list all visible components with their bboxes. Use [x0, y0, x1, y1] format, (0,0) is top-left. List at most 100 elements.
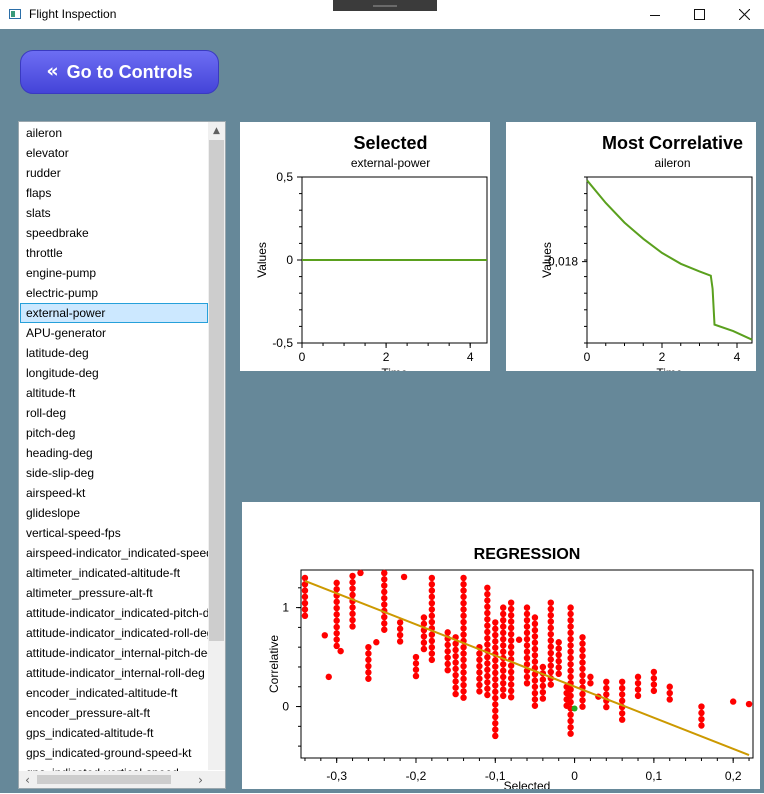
x-tick-label: 2: [659, 350, 666, 364]
main-content: « Go to Controls aileron elevator rudder fl…: [0, 29, 764, 793]
go-to-controls-label: Go to Controls: [66, 61, 193, 82]
list-item[interactable]: pitch-deg: [26, 426, 76, 440]
y-tick-label: 1: [282, 601, 289, 615]
list-item[interactable]: attitude-indicator_indicated-pitch-deg: [26, 606, 208, 620]
list-item[interactable]: airspeed-kt: [26, 486, 86, 500]
x-tick-label: 2: [383, 350, 390, 364]
data-point: [337, 647, 344, 655]
x-axis-label: Time: [656, 366, 683, 371]
list-item[interactable]: rudder: [26, 166, 61, 180]
scroll-left-icon[interactable]: ‹: [25, 772, 30, 787]
data-point: [373, 639, 380, 646]
selected-chart-panel: Selected external-power 0 2 4 0,5 0 -0,5 Time Val…: [240, 122, 490, 380]
list-item[interactable]: vertical-speed-fps: [26, 526, 121, 540]
data-point: [325, 673, 332, 681]
x-tick-label: -0,3: [326, 769, 347, 783]
data-point: [321, 632, 328, 639]
y-axis-label: Values: [540, 242, 554, 278]
variable-list-items: aileron elevator rudder flaps slats speedbrak…: [20, 123, 208, 783]
list-item[interactable]: side-slip-deg: [26, 466, 95, 480]
correlative-chart: Most Correlative aileron 0 2 4 -0,018 Time Valu…: [540, 133, 753, 380]
data-point: [357, 569, 364, 577]
list-item[interactable]: encoder_pressure-alt-ft: [26, 706, 151, 720]
y-axis-label: Values: [255, 242, 269, 278]
y-tick-label: 0: [282, 700, 289, 714]
list-item[interactable]: external-power: [20, 303, 208, 323]
list-item[interactable]: elevator: [26, 146, 69, 160]
series-line: [586, 179, 753, 341]
regression-chart: REGRESSION -0,3 -0,2 -0,1 0 0,1 0,2 1 0 Selected C…: [267, 546, 754, 793]
vertical-scrollbar[interactable]: ▲: [208, 122, 225, 770]
list-item[interactable]: airspeed-indicator_indicated-speed-kt: [26, 546, 208, 560]
scroll-right-icon[interactable]: ›: [198, 772, 203, 787]
y-axis-label: Correlative: [267, 635, 281, 693]
plot-frame: [586, 176, 753, 344]
selected-chart: Selected external-power 0 2 4 0,5 0 -0,5 Time Val…: [255, 133, 488, 380]
x-axis-label: Selected: [504, 779, 551, 789]
chart-title: Most Correlative: [602, 133, 743, 153]
x-axis-label: Time: [381, 366, 408, 371]
list-item[interactable]: attitude-indicator_indicated-roll-deg: [26, 626, 208, 640]
list-item[interactable]: attitude-indicator_internal-roll-deg: [26, 666, 205, 680]
y-tick-label: 0,5: [276, 170, 293, 184]
correlative-chart-panel: Most Correlative aileron 0 2 4 -0,018 Time Valu…: [506, 122, 756, 380]
variable-list[interactable]: aileron elevator rudder flaps slats speedbrak…: [18, 121, 226, 789]
list-item[interactable]: speedbrake: [26, 226, 89, 240]
list-item[interactable]: gps_indicated-ground-speed-kt: [26, 746, 192, 760]
chart-subtitle: external-power: [351, 156, 430, 170]
scrollbar-corner: [208, 771, 225, 788]
data-point: [400, 573, 408, 581]
minimize-icon: [650, 14, 660, 16]
list-item[interactable]: encoder_indicated-altitude-ft: [26, 686, 178, 700]
chart-subtitle: aileron: [654, 156, 690, 170]
list-item[interactable]: APU-generator: [26, 326, 107, 340]
list-item[interactable]: slats: [26, 206, 51, 220]
list-item[interactable]: attitude-indicator_internal-pitch-deg: [26, 646, 208, 660]
close-icon: [738, 9, 750, 20]
regression-line: [304, 579, 750, 756]
list-item[interactable]: gps_indicated-altitude-ft: [26, 726, 154, 740]
list-item[interactable]: engine-pump: [26, 266, 97, 280]
x-tick-label: 4: [467, 350, 474, 364]
list-item[interactable]: latitude-deg: [26, 346, 89, 360]
list-item[interactable]: glideslope: [26, 506, 81, 520]
maximize-button[interactable]: [676, 0, 722, 29]
list-item[interactable]: throttle: [26, 246, 63, 260]
list-item[interactable]: heading-deg: [26, 446, 93, 460]
list-item[interactable]: aileron: [26, 126, 63, 140]
list-item[interactable]: longitude-deg: [26, 366, 99, 380]
title-bar: Flight Inspection: [0, 0, 764, 29]
data-point: [729, 698, 737, 705]
horizontal-scroll-thumb[interactable]: [37, 775, 171, 784]
y-tick-label: -0,5: [272, 336, 293, 350]
minimize-button[interactable]: [632, 0, 678, 29]
x-tick-label: 0,1: [646, 769, 663, 783]
window-title: Flight Inspection: [29, 7, 117, 21]
x-tick-label: 0: [299, 350, 306, 364]
x-tick-label: -0,2: [406, 769, 427, 783]
go-to-controls-button[interactable]: « Go to Controls: [20, 50, 219, 94]
y-tick-label: -0,018: [544, 255, 578, 269]
data-point: [745, 700, 753, 708]
y-tick-label: 0: [286, 253, 293, 267]
app-icon: [9, 9, 21, 19]
horizontal-scrollbar[interactable]: ‹ ›: [19, 771, 209, 788]
list-item[interactable]: altimeter_pressure-alt-ft: [26, 586, 153, 600]
x-tick-label: 0,2: [725, 769, 742, 783]
list-item[interactable]: flaps: [26, 186, 52, 200]
chart-title: Selected: [353, 133, 427, 153]
list-item[interactable]: electric-pump: [26, 286, 99, 300]
maximize-icon: [693, 9, 705, 20]
data-point: [515, 636, 523, 643]
x-tick-label: -0,1: [485, 769, 506, 783]
list-item[interactable]: altimeter_indicated-altitude-ft: [26, 566, 181, 580]
x-tick-label: 4: [734, 350, 741, 364]
vertical-scroll-thumb[interactable]: [209, 140, 224, 641]
title-grip-handle[interactable]: [333, 0, 437, 11]
list-item[interactable]: altitude-ft: [26, 386, 76, 400]
close-button[interactable]: [721, 0, 764, 29]
list-item[interactable]: roll-deg: [26, 406, 67, 420]
scroll-up-icon[interactable]: ▲: [213, 125, 220, 136]
regression-chart-panel: REGRESSION -0,3 -0,2 -0,1 0 0,1 0,2 1 0 Selected C…: [242, 502, 760, 793]
chart-title: REGRESSION: [474, 546, 581, 563]
